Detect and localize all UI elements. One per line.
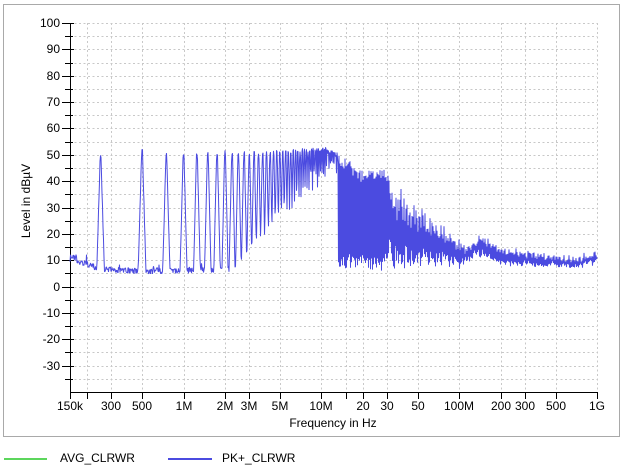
- x-tick-label: 50: [411, 399, 425, 413]
- y-tick-label: -20: [42, 332, 60, 346]
- x-tick-label: 20: [356, 399, 370, 413]
- axis-ticks: [62, 23, 598, 399]
- y-tick-label: -30: [42, 359, 60, 373]
- x-tick-label: 1M: [175, 399, 193, 413]
- x-tick-label: 500: [131, 399, 153, 413]
- x-tick-label: 10M: [309, 399, 333, 413]
- x-tick-label: 500: [545, 399, 567, 413]
- y-tick-label: 70: [46, 95, 60, 109]
- x-tick-label: 150k: [56, 399, 84, 413]
- y-tick-label: 40: [46, 174, 60, 188]
- x-axis-title: Frequency in Hz: [289, 416, 377, 430]
- y-tick-label: 90: [46, 42, 60, 56]
- y-tick-label: 10: [46, 253, 60, 267]
- x-tick-label: 300: [514, 399, 536, 413]
- y-tick-label: 60: [46, 121, 60, 135]
- legend: AVG_CLRWR PK+_CLRWR: [0, 448, 624, 469]
- x-tick-label: 300: [100, 399, 122, 413]
- x-tick-label: 200: [490, 399, 512, 413]
- h-gridlines: [70, 23, 597, 380]
- x-tick-label: 5M: [271, 399, 289, 413]
- x-tick-label: 30: [380, 399, 394, 413]
- y-axis-title: Level in dBµV: [19, 163, 33, 239]
- y-tick-label: 100: [39, 16, 60, 30]
- axes: [70, 23, 597, 393]
- legend-label-pk: PK+_CLRWR: [222, 451, 296, 465]
- legend-label-avg: AVG_CLRWR: [60, 451, 135, 465]
- y-tick-label: 80: [46, 69, 60, 83]
- legend-line-pk: [168, 458, 212, 460]
- y-tick-label: 0: [53, 280, 60, 294]
- x-tick-label: 3M: [240, 399, 258, 413]
- x-tick-label: 1G: [588, 399, 605, 413]
- y-tick-label: 50: [46, 148, 60, 162]
- x-tick-label: 2M: [216, 399, 234, 413]
- y-tick-label: -10: [42, 306, 60, 320]
- y-tick-label: 30: [46, 201, 60, 215]
- pk-clrwr-trace: [69, 147, 598, 275]
- x-tick-label: 100M: [443, 399, 475, 413]
- legend-line-avg: [4, 458, 47, 460]
- y-tick-label: 20: [46, 227, 60, 241]
